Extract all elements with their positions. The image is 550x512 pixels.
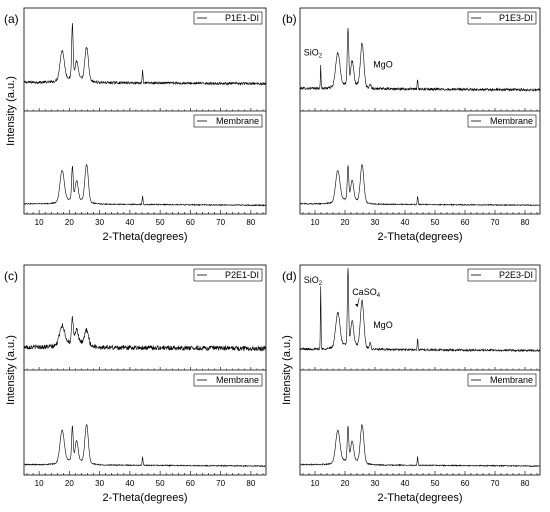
- x-tick-label: 60: [461, 218, 470, 227]
- x-tick-label: 10: [311, 479, 320, 488]
- x-tick-label: 30: [371, 218, 380, 227]
- peak-annotation: SiO2: [304, 275, 323, 287]
- legend-entry: Membrane: [193, 373, 263, 387]
- series-line-membrane: [299, 164, 541, 207]
- x-tick-label: 30: [95, 479, 104, 488]
- y-axis-label: Intensity (a.u.): [281, 335, 293, 405]
- x-tick-label: 30: [371, 479, 380, 488]
- peak-annotation: MgO: [373, 60, 393, 70]
- x-tick-label: 70: [491, 218, 500, 227]
- legend-label: P1E3-DI: [499, 13, 533, 23]
- x-tick-label: 50: [431, 479, 440, 488]
- series-line-membrane: [299, 423, 541, 468]
- legend-label: Membrane: [216, 375, 259, 385]
- legend-label: Membrane: [490, 116, 533, 126]
- peak-annotation: SiO2: [304, 47, 323, 59]
- legend-box: [467, 11, 537, 25]
- annotation-arrowhead: [355, 304, 359, 307]
- legend-box: [193, 268, 263, 282]
- legend-box: [193, 11, 263, 25]
- x-tick-label: 20: [65, 479, 74, 488]
- x-tick-label: 70: [491, 479, 500, 488]
- x-tick-label: 80: [246, 218, 255, 227]
- legend-box: [467, 373, 537, 387]
- x-tick-label: 60: [186, 218, 195, 227]
- x-tick-label: 10: [35, 218, 44, 227]
- x-tick-label: 50: [156, 218, 165, 227]
- legend-label: P2E3-DI: [499, 270, 533, 280]
- y-axis-label: Intensity (a.u.): [5, 335, 17, 405]
- panel-label: (a): [4, 12, 19, 26]
- x-tick-label: 50: [431, 218, 440, 227]
- legend-label: P2E1-DI: [225, 270, 259, 280]
- x-tick-label: 20: [65, 218, 74, 227]
- x-tick-label: 50: [156, 479, 165, 488]
- x-tick-label: 80: [521, 479, 530, 488]
- panel-a: (a) 10 20 30 40 50 60 70 80 2-Theta(degrees) Inten…: [4, 7, 267, 243]
- legend-entry: P1E1-DI: [193, 11, 263, 25]
- legend-label: Membrane: [490, 375, 533, 385]
- legend-entry: Membrane: [193, 114, 263, 128]
- legend-label: P1E1-DI: [225, 13, 259, 23]
- panel-label: (d): [282, 269, 297, 283]
- x-tick-label: 40: [125, 218, 134, 227]
- legend-box: [193, 114, 263, 128]
- panel-d: (d) 10 20 30 40 50 60 70 80 2-Theta(degrees) Inten…: [281, 264, 541, 504]
- x-axis-label: 2-Theta(degrees): [378, 231, 463, 243]
- legend-entry: Membrane: [467, 373, 537, 387]
- series-line-p1e3-di: [299, 27, 541, 92]
- x-axis-label: 2-Theta(degrees): [103, 231, 188, 243]
- x-tick-label: 40: [125, 479, 134, 488]
- series-line-p1e1-di: [23, 23, 267, 86]
- series-line-p2e1-di: [23, 316, 267, 352]
- x-tick-label: 30: [95, 218, 104, 227]
- y-axis-label: Intensity (a.u.): [5, 76, 17, 146]
- series-line-membrane: [23, 163, 267, 207]
- x-tick-label: 70: [216, 479, 225, 488]
- x-tick-label: 70: [216, 218, 225, 227]
- legend-box: [467, 268, 537, 282]
- x-tick-label: 60: [186, 479, 195, 488]
- x-tick-label: 60: [461, 479, 470, 488]
- peak-annotation: CaSO4: [352, 287, 381, 299]
- panel-b: (b) 10 20 30 40 50 60 70 80 2-Theta(degrees) P1E3-…: [282, 7, 541, 243]
- x-tick-label: 10: [35, 479, 44, 488]
- panel-label: (c): [4, 269, 18, 283]
- legend-entry: P2E3-DI: [467, 268, 537, 282]
- x-tick-label: 20: [341, 218, 350, 227]
- x-tick-label: 40: [401, 218, 410, 227]
- panel-c: (c) 10 20 30 40 50 60 70 80 2-Theta(degrees) Inten…: [4, 264, 267, 504]
- legend-entry: P2E1-DI: [193, 268, 263, 282]
- panel-label: (b): [282, 12, 297, 26]
- legend-entry: Membrane: [467, 114, 537, 128]
- legend-box: [193, 373, 263, 387]
- legend-label: Membrane: [216, 116, 259, 126]
- series-line-p2e3-di: [299, 267, 541, 353]
- series-line-membrane: [23, 424, 267, 468]
- peak-annotation: MgO: [373, 320, 393, 330]
- x-tick-label: 40: [401, 479, 410, 488]
- x-tick-label: 10: [311, 218, 320, 227]
- x-tick-label: 80: [521, 218, 530, 227]
- x-tick-label: 20: [341, 479, 350, 488]
- legend-entry: P1E3-DI: [467, 11, 537, 25]
- x-axis-label: 2-Theta(degrees): [378, 492, 463, 504]
- x-tick-label: 80: [246, 479, 255, 488]
- x-axis-label: 2-Theta(degrees): [103, 492, 188, 504]
- legend-box: [467, 114, 537, 128]
